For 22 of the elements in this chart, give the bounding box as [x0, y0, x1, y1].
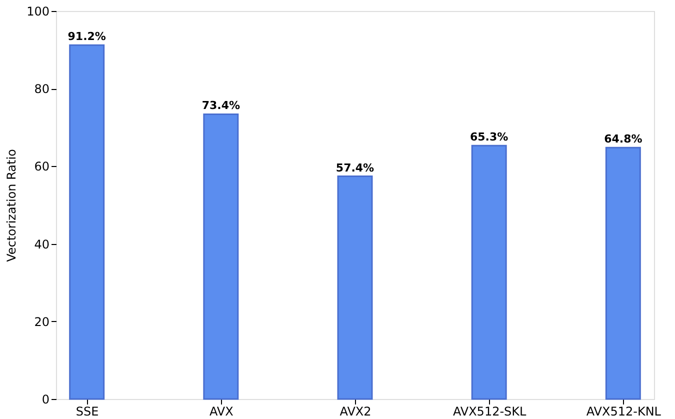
x-tick-label: AVX512-KNL: [586, 404, 662, 418]
y-tick-label: 100: [26, 4, 50, 18]
y-axis-title: Vectorization Ratio: [4, 149, 19, 262]
bar: [69, 44, 105, 400]
x-tick-label: SSE: [76, 404, 99, 418]
x-tick-label: AVX512-SKL: [452, 404, 527, 418]
data-label: 91.2%: [68, 30, 106, 44]
x-tick-label: AVX2: [340, 404, 372, 418]
x-tick-label: AVX: [209, 404, 234, 418]
data-label: 57.4%: [336, 161, 374, 174]
bar: [471, 144, 507, 400]
y-tick-label: 60: [34, 160, 50, 174]
bar: [203, 113, 239, 400]
data-label: 64.8%: [604, 132, 642, 146]
y-tick-label: 20: [34, 314, 50, 329]
data-label: 65.3%: [470, 130, 508, 144]
y-tick-label: 0: [42, 392, 50, 406]
bar: [605, 146, 641, 400]
y-tick-label: 40: [34, 237, 50, 252]
data-label: 73.4%: [202, 99, 240, 112]
bar: [337, 176, 373, 400]
y-tick-label: 80: [34, 82, 50, 96]
